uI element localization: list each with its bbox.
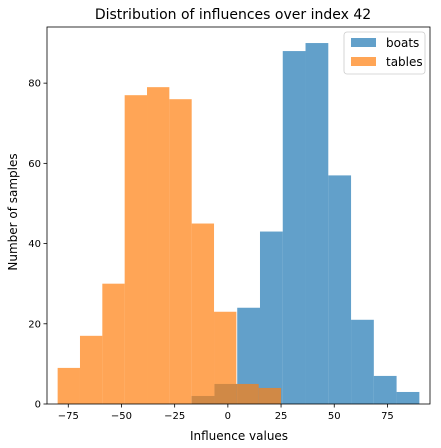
legend-label-boats: boats xyxy=(386,36,419,50)
y-tick-label: 20 xyxy=(28,319,41,330)
bar-tables-4 xyxy=(147,87,170,404)
x-tick-label: −50 xyxy=(111,411,132,422)
axes-layer xyxy=(46,26,431,405)
bar-boats-9 xyxy=(396,391,420,404)
bars-layer xyxy=(57,43,420,405)
y-tick-label: 0 xyxy=(35,400,41,411)
y-tick-label: 80 xyxy=(28,79,41,90)
x-tick-label: 50 xyxy=(328,411,341,422)
chart-title: Distribution of influences over index 42 xyxy=(95,7,371,23)
plot-frame xyxy=(46,26,431,405)
bar-tables-8 xyxy=(236,383,259,404)
bar-tables-9 xyxy=(258,387,282,404)
x-tick-label: −25 xyxy=(164,411,185,422)
bar-boats-6 xyxy=(328,175,352,404)
x-tick-label: −75 xyxy=(58,411,79,422)
legend-swatch-boats xyxy=(351,38,376,47)
y-tick-label: 40 xyxy=(28,239,41,250)
bar-boats-4 xyxy=(282,51,306,404)
bar-tables-3 xyxy=(124,95,148,405)
legend-label-tables: tables xyxy=(386,55,423,69)
legend-swatch-tables xyxy=(351,57,376,66)
x-tick-label: 75 xyxy=(381,411,394,422)
ticks-layer: −75 −50 −25 0 25 50 75 0 20 40 60 80 xyxy=(28,79,394,422)
bar-boats-7 xyxy=(351,319,374,404)
x-axis-label: Influence values xyxy=(190,429,288,443)
bar-boats-5 xyxy=(305,43,329,405)
x-tick-label: 25 xyxy=(275,411,288,422)
bar-tables-0 xyxy=(57,367,80,404)
y-axis-label: Number of samples xyxy=(6,153,20,270)
bar-tables-1 xyxy=(79,335,103,404)
bar-boats-8 xyxy=(373,375,397,404)
x-tick-label: 0 xyxy=(225,411,231,422)
legend: boats tables xyxy=(343,31,426,75)
bar-tables-5 xyxy=(169,99,192,404)
bar-tables-7 xyxy=(214,311,237,404)
y-tick-label: 60 xyxy=(28,159,41,170)
bar-boats-2 xyxy=(237,307,260,404)
bar-tables-6 xyxy=(191,223,215,404)
bar-tables-2 xyxy=(102,283,125,404)
bar-boats-3 xyxy=(259,231,283,404)
